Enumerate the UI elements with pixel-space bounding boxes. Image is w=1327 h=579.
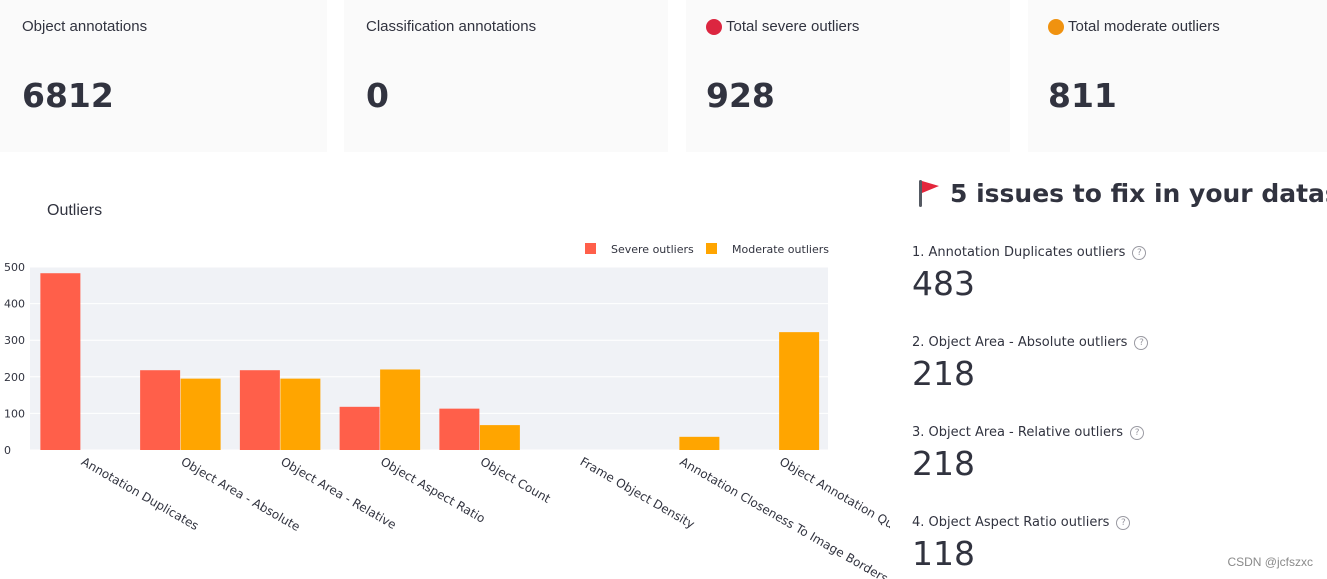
issue-label-row: 4. Object Aspect Ratio outliers ? — [912, 515, 1131, 530]
issue-value: 218 — [912, 354, 975, 393]
metric-label: Object annotations — [22, 18, 148, 35]
x-tick-label: Object Aspect Ratio — [378, 454, 487, 525]
issue-item: 4. Object Aspect Ratio outliers ? 118 — [912, 515, 1131, 573]
severe-bar — [140, 370, 181, 450]
moderate-bar — [380, 369, 421, 450]
issue-label: 3. Object Area - Relative outliers — [912, 425, 1124, 440]
y-tick-label: 100 — [4, 407, 25, 420]
issue-item: 2. Object Area - Absolute outliers ? 218 — [912, 335, 1149, 393]
issues-title-text: 5 issues to fix in your dataset — [950, 178, 1327, 208]
issue-label-row: 2. Object Area - Absolute outliers ? — [912, 335, 1149, 350]
y-tick-label: 0 — [4, 444, 11, 457]
issue-label: 1. Annotation Duplicates outliers — [912, 245, 1126, 260]
y-tick-label: 300 — [4, 334, 25, 347]
issue-value: 483 — [912, 264, 975, 303]
metric-label: Classification annotations — [366, 18, 537, 35]
metric-card-classification-annotations: Classification annotations 0 — [344, 0, 668, 152]
metric-value: 928 — [706, 76, 775, 115]
metric-label-row: Total severe outliers — [706, 18, 859, 35]
issue-item: 3. Object Area - Relative outliers ? 218 — [912, 425, 1145, 483]
red-circle-icon — [706, 18, 722, 35]
issues-title: 5 issues to fix in your dataset — [916, 178, 1327, 208]
orange-circle-icon — [1048, 18, 1064, 35]
flag-icon — [919, 180, 939, 207]
moderate-bar — [180, 378, 221, 450]
metric-label: Total moderate outliers — [1068, 18, 1220, 35]
y-tick-label: 500 — [4, 261, 25, 274]
help-icon[interactable]: ? — [1134, 335, 1149, 350]
metric-value: 0 — [366, 76, 389, 115]
legend-label: Severe outliers — [611, 243, 694, 256]
legend-swatch — [706, 243, 717, 254]
x-tick-label: Object Count — [478, 454, 553, 506]
moderate-bar — [280, 378, 321, 450]
moderate-bar — [479, 425, 520, 450]
severe-bar — [239, 370, 280, 450]
y-tick-label: 400 — [4, 298, 25, 311]
x-tick-label: Annotation Closeness To Image Borders — [677, 454, 890, 579]
issue-item: 1. Annotation Duplicates outliers ? 483 — [912, 245, 1147, 303]
legend-swatch — [585, 243, 596, 254]
moderate-bar — [679, 436, 720, 450]
chart-title: Outliers — [47, 202, 103, 219]
issue-label: 4. Object Aspect Ratio outliers — [912, 515, 1110, 530]
help-icon[interactable]: ? — [1130, 425, 1145, 440]
issue-value: 218 — [912, 444, 975, 483]
metric-value: 6812 — [22, 76, 114, 115]
metric-label-row: Total moderate outliers — [1048, 18, 1220, 35]
legend-label: Moderate outliers — [732, 243, 829, 256]
issue-label-row: 1. Annotation Duplicates outliers ? — [912, 245, 1147, 260]
help-icon[interactable]: ? — [1116, 515, 1131, 530]
metric-card-object-annotations: Object annotations 6812 — [0, 0, 327, 152]
issues-panel: 5 issues to fix in your dataset 1. Annot… — [912, 170, 1327, 579]
issue-label-row: 3. Object Area - Relative outliers ? — [912, 425, 1145, 440]
watermark: CSDN @jcfszxc — [1227, 555, 1313, 569]
severe-bar — [40, 273, 81, 450]
metric-card-moderate-outliers: Total moderate outliers 811 — [1028, 0, 1327, 152]
issue-label: 2. Object Area - Absolute outliers — [912, 335, 1128, 350]
metric-value: 811 — [1048, 76, 1117, 115]
y-tick-label: 200 — [4, 371, 25, 384]
outliers-chart: 0 100 200 300 400 500 Annotation Duplicates Obj… — [0, 190, 890, 579]
metric-label: Total severe outliers — [726, 18, 860, 35]
help-icon[interactable]: ? — [1132, 245, 1147, 260]
metric-card-severe-outliers: Total severe outliers 928 — [686, 0, 1010, 152]
issue-value: 118 — [912, 534, 975, 573]
severe-bar — [339, 406, 380, 450]
moderate-bar — [779, 332, 820, 450]
severe-bar — [439, 408, 480, 450]
